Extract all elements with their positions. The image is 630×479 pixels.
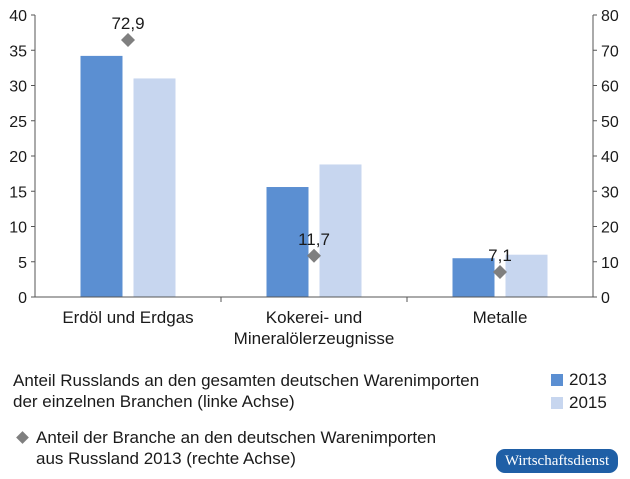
right-axis-tick-label: 30 [601,184,619,201]
right-axis-tick-label: 10 [601,255,619,272]
left-axis-tick-label: 35 [9,43,27,60]
left-axis-tick-label: 10 [9,220,27,237]
right-axis-tick-label: 40 [601,149,619,166]
left-axis-tick-label: 20 [9,149,27,166]
bar-2013 [266,187,309,297]
source-badge: Wirtschaftsdienst [496,449,618,473]
legend-marker-description: Anteil der Branche an den deutschen Ware… [36,427,436,469]
legend-marker-line2: aus Russland 2013 (rechte Achse) [36,449,296,468]
marker-value-label: 72,9 [111,14,144,33]
category-label: Erdöl und Erdgas [62,308,193,327]
marker-value-label: 11,7 [298,230,330,249]
category-label-line2: Mineralölerzeugnisse [234,329,395,348]
category-label: Kokerei- und [266,308,362,327]
left-axis-tick-label: 25 [9,114,27,131]
left-axis-tick-label: 40 [9,8,27,25]
right-axis-tick-label: 60 [601,79,619,96]
marker-diamond [307,248,321,263]
legend-diamond-icon [16,431,29,444]
bar-2013 [452,258,495,297]
bar-2015 [505,254,548,297]
legend-marker-line1: Anteil der Branche an den deutschen Ware… [36,428,437,447]
bar-2015 [319,164,362,297]
bar-2013 [80,55,123,297]
left-axis-tick-label: 30 [9,79,27,96]
bar-2015 [133,78,176,297]
legend-swatch-2015 [551,397,563,409]
legend-bars-line1: Anteil Russlands an den gesamten deutsch… [13,371,480,390]
left-axis-tick-label: 15 [9,184,27,201]
right-axis-tick-label: 0 [601,290,610,307]
right-axis-tick-label: 80 [601,8,619,25]
bar-chart: 72,9 11,7 7,1 0 5 10 15 20 25 30 35 40 0 10 20 30 40 50 6… [9,8,619,348]
marker-diamond [493,264,507,279]
legend-swatch-2013 [551,374,563,386]
legend-bars-line2: der einzelnen Branchen (linke Achse) [13,392,295,411]
left-axis-tick-label: 5 [18,255,27,272]
legend-label-2015: 2015 [569,393,607,412]
right-axis-tick-label: 50 [601,114,619,131]
right-axis-tick-label: 70 [601,43,619,60]
left-axis-tick-label: 0 [18,290,27,307]
marker-value-label: 7,1 [488,246,512,265]
category-label: Metalle [473,308,528,327]
right-axis-tick-label: 20 [601,220,619,237]
legend-bars-description: Anteil Russlands an den gesamten deutsch… [13,370,479,412]
legend-label-2013: 2013 [569,370,607,389]
marker-diamond [121,33,135,48]
